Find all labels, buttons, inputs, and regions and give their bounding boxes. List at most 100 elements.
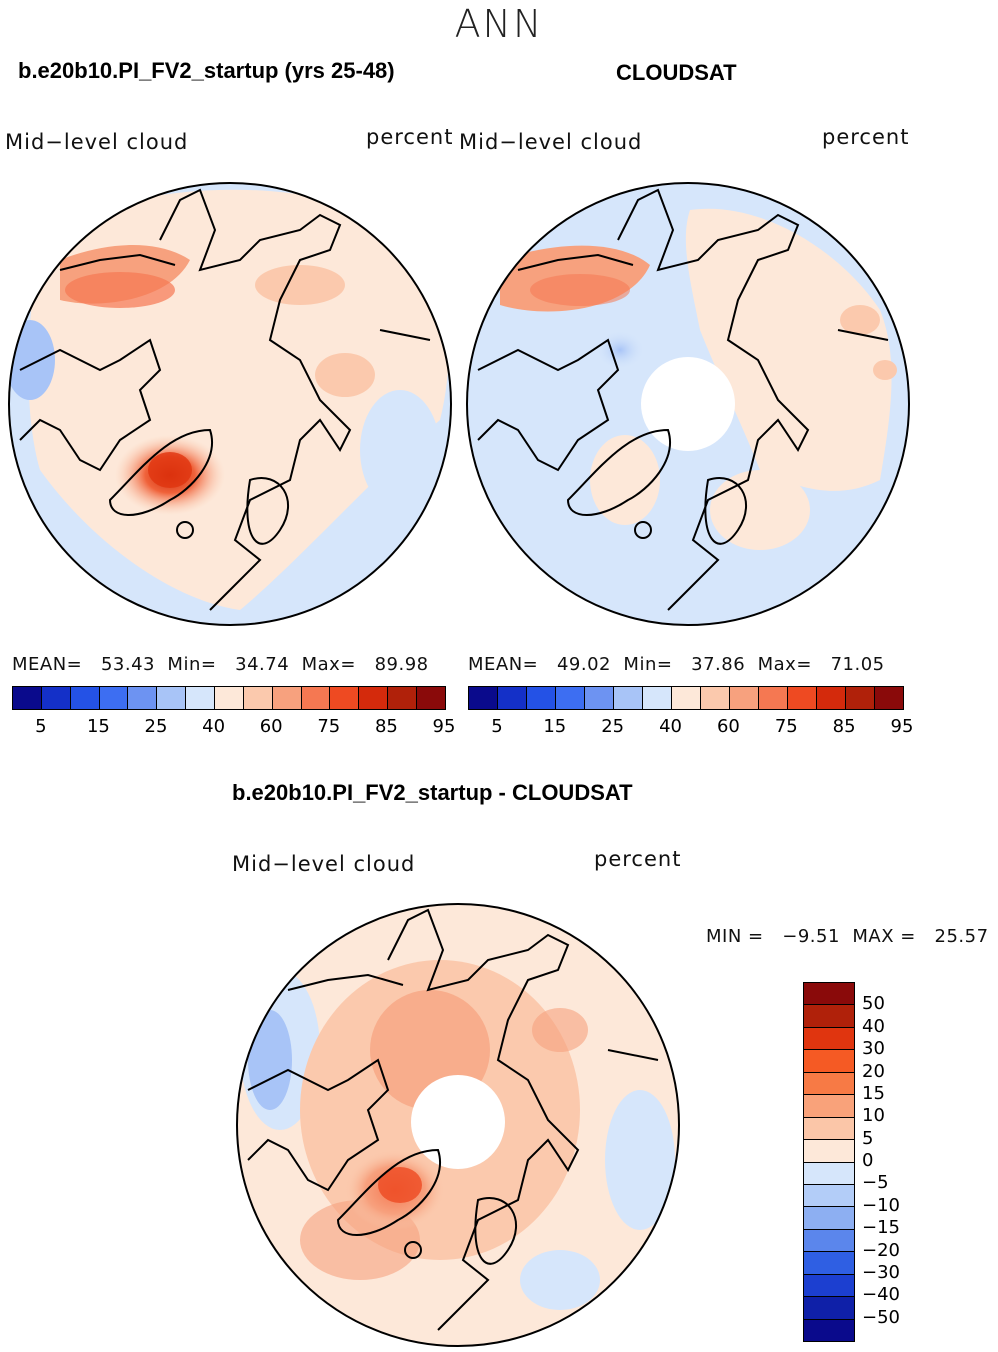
season-title: ANN bbox=[454, 2, 544, 46]
obs-colorbar-ticks: 5 15 25 40 60 75 85 95 bbox=[468, 716, 913, 740]
colorbar-swatch bbox=[330, 687, 360, 709]
colorbar-tick-label: −5 bbox=[862, 1172, 889, 1194]
diff-colorbar-ticks: 50 40 30 20 15 10 5 0 −5 −10 −15 −20 −30 −40 −50 bbox=[862, 982, 922, 1340]
diff-map bbox=[237, 904, 679, 1346]
model-min-label: Min= bbox=[167, 654, 217, 675]
colorbar-tick-label: 95 bbox=[890, 716, 914, 737]
obs-mean-label: MEAN= bbox=[468, 654, 539, 675]
colorbar-tick-label: 5 bbox=[862, 1127, 874, 1149]
model-panel-title: b.e20b10.PI_FV2_startup (yrs 25-48) bbox=[18, 58, 395, 83]
colorbar-tick-label: 95 bbox=[432, 716, 456, 737]
obs-mean-value: 49.02 bbox=[556, 654, 611, 675]
obs-max-label: Max= bbox=[757, 654, 812, 675]
colorbar-tick-label: 25 bbox=[601, 716, 625, 737]
colorbar-tick-label: 85 bbox=[374, 716, 398, 737]
diff-panel-title: b.e20b10.PI_FV2_startup - CLOUDSAT bbox=[232, 780, 633, 805]
colorbar-swatch bbox=[788, 687, 817, 709]
colorbar-tick-label: −20 bbox=[862, 1239, 900, 1261]
colorbar-swatch bbox=[804, 1050, 854, 1073]
colorbar-swatch bbox=[556, 687, 585, 709]
obs-variable-label: Mid−level cloud bbox=[459, 130, 643, 154]
model-mean-value: 53.43 bbox=[100, 654, 155, 675]
colorbar-swatch bbox=[804, 1319, 854, 1341]
colorbar-tick-label: 40 bbox=[659, 716, 682, 737]
colorbar-tick-label: 15 bbox=[862, 1082, 885, 1104]
colorbar-swatch bbox=[128, 687, 158, 709]
colorbar-swatch bbox=[186, 687, 216, 709]
colorbar-swatch bbox=[70, 687, 100, 709]
colorbar-swatch bbox=[759, 687, 788, 709]
obs-units-label: percent bbox=[822, 125, 910, 149]
colorbar-tick-label: 15 bbox=[86, 716, 110, 737]
model-map bbox=[9, 183, 451, 625]
colorbar-swatch bbox=[804, 1297, 854, 1320]
colorbar-swatch bbox=[469, 687, 498, 709]
colorbar-swatch bbox=[804, 983, 854, 1006]
colorbar-tick-label: 60 bbox=[259, 716, 283, 737]
model-colorbar-ticks: 5 15 25 40 60 75 85 95 bbox=[12, 716, 455, 740]
model-mean-label: MEAN= bbox=[12, 654, 83, 675]
colorbar-swatch bbox=[498, 687, 527, 709]
colorbar-tick-label: 75 bbox=[317, 716, 341, 737]
obs-min-value: 37.86 bbox=[691, 654, 746, 675]
diff-coastlines bbox=[247, 908, 659, 1331]
colorbar-tick-label: −40 bbox=[862, 1284, 900, 1306]
colorbar-swatch bbox=[730, 687, 759, 709]
colorbar-swatch bbox=[846, 687, 875, 709]
obs-panel-title: CLOUDSAT bbox=[616, 60, 737, 85]
colorbar-swatch bbox=[13, 687, 42, 709]
colorbar-tick-label: 20 bbox=[862, 1060, 885, 1082]
colorbar-tick-label: 30 bbox=[862, 1038, 885, 1060]
colorbar-swatch bbox=[272, 687, 302, 709]
colorbar-swatch bbox=[804, 1095, 854, 1118]
obs-map bbox=[467, 183, 909, 625]
colorbar-swatch bbox=[359, 687, 389, 709]
colorbar-swatch bbox=[701, 687, 730, 709]
colorbar-swatch bbox=[215, 687, 244, 709]
obs-max-value: 71.05 bbox=[830, 654, 885, 675]
diff-units-label: percent bbox=[594, 847, 682, 871]
obs-min-label: Min= bbox=[623, 654, 673, 675]
colorbar-swatch bbox=[804, 1162, 854, 1185]
colorbar-swatch bbox=[388, 687, 418, 709]
colorbar-tick-label: 5 bbox=[35, 716, 47, 737]
colorbar-tick-label: 40 bbox=[202, 716, 226, 737]
colorbar-tick-label: 5 bbox=[491, 716, 503, 737]
colorbar-swatch bbox=[672, 687, 701, 709]
colorbar-swatch bbox=[41, 687, 71, 709]
colorbar-swatch bbox=[157, 687, 187, 709]
model-min-value: 34.74 bbox=[235, 654, 290, 675]
diff-variable-label: Mid−level cloud bbox=[232, 852, 416, 876]
diff-colorbar bbox=[803, 982, 855, 1342]
colorbar-swatch bbox=[614, 687, 643, 709]
colorbar-swatch bbox=[804, 1072, 854, 1096]
colorbar-swatch bbox=[804, 1252, 854, 1275]
colorbar-swatch bbox=[804, 1140, 854, 1163]
colorbar-tick-label: −30 bbox=[862, 1261, 900, 1283]
model-max-value: 89.98 bbox=[374, 654, 429, 675]
colorbar-tick-label: −50 bbox=[862, 1306, 900, 1328]
model-colorbar bbox=[12, 686, 446, 710]
model-units-label: percent bbox=[366, 125, 454, 149]
colorbar-swatch bbox=[99, 687, 129, 709]
obs-colorbar bbox=[468, 686, 904, 710]
model-coastlines bbox=[19, 188, 431, 611]
model-variable-label: Mid−level cloud bbox=[5, 130, 189, 154]
colorbar-swatch bbox=[417, 687, 445, 709]
colorbar-tick-label: 0 bbox=[862, 1150, 874, 1171]
colorbar-tick-label: 85 bbox=[832, 716, 856, 737]
colorbar-tick-label: 15 bbox=[543, 716, 567, 737]
colorbar-tick-label: 75 bbox=[774, 716, 798, 737]
diff-minmax: MIN = −9.51 MAX = 25.57 bbox=[706, 926, 989, 947]
colorbar-swatch bbox=[804, 1229, 854, 1253]
colorbar-tick-label: 60 bbox=[716, 716, 740, 737]
colorbar-swatch bbox=[585, 687, 614, 709]
colorbar-swatch bbox=[804, 1117, 854, 1141]
colorbar-swatch bbox=[301, 687, 331, 709]
colorbar-tick-label: 10 bbox=[862, 1105, 885, 1127]
colorbar-tick-label: 40 bbox=[862, 1015, 885, 1037]
colorbar-tick-label: −10 bbox=[862, 1194, 900, 1216]
colorbar-swatch bbox=[804, 1184, 854, 1208]
colorbar-swatch bbox=[804, 1207, 854, 1230]
